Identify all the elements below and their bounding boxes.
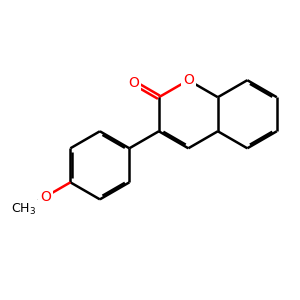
Text: O: O <box>128 76 139 90</box>
Text: O: O <box>40 190 51 204</box>
Text: O: O <box>183 73 194 87</box>
Text: CH$_3$: CH$_3$ <box>11 202 36 217</box>
